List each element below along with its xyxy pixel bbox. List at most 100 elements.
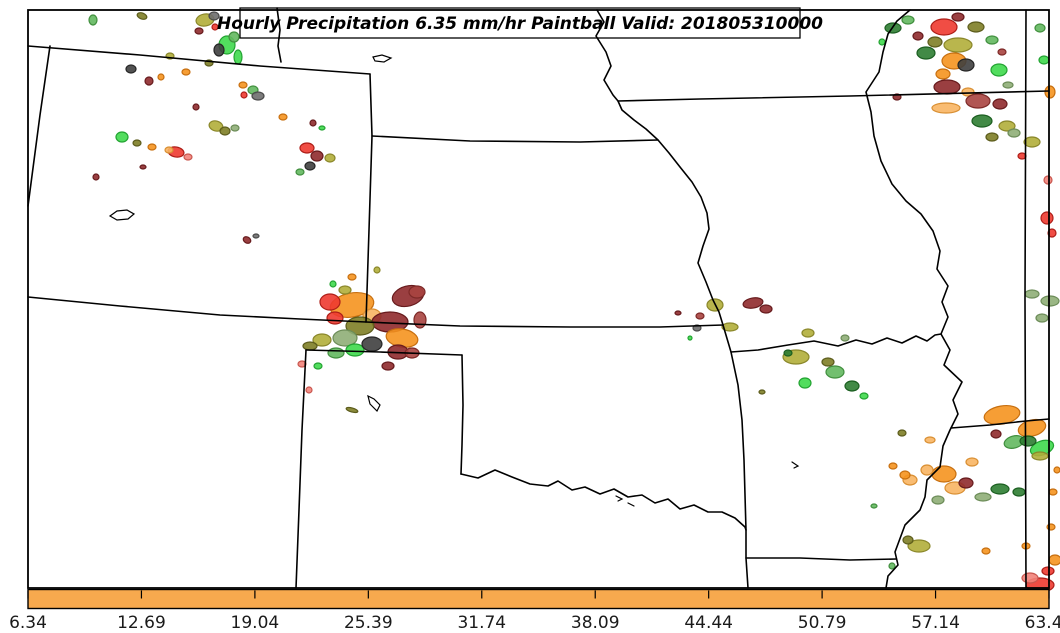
paintball-blob-maroon bbox=[933, 79, 961, 95]
colorbar: 6.34 12.69 19.04 25.39 31.74 38.09 44.44 50.79 5… bbox=[9, 588, 1060, 633]
paintball-blob-olive2 bbox=[985, 132, 999, 142]
paintball-blob-orange2 bbox=[961, 87, 975, 97]
paintball-blob-red bbox=[930, 18, 958, 36]
paintball-blob-maroon bbox=[990, 429, 1002, 439]
paintball-blobs-layer bbox=[88, 11, 1060, 593]
paintball-blob-sage bbox=[1040, 295, 1060, 307]
map-line-meridian-104w bbox=[365, 73, 373, 323]
paintball-blob-green2 bbox=[327, 347, 345, 359]
map-line-ia-mn-border bbox=[617, 90, 1050, 102]
map-line-mo-west-border bbox=[722, 324, 749, 589]
paintball-blob-orange bbox=[238, 81, 248, 89]
paintball-blob-gray2 bbox=[957, 58, 975, 72]
title-box bbox=[239, 7, 801, 39]
paintball-blob-green bbox=[878, 38, 886, 46]
paintball-blob-olive2 bbox=[897, 429, 907, 437]
map-line-nm-tx-border bbox=[295, 349, 307, 589]
paintball-blob-red2 bbox=[305, 386, 313, 394]
paintball-blob-green3 bbox=[971, 114, 993, 128]
paintball-blob-sage bbox=[1024, 289, 1040, 299]
paintball-blob-sage bbox=[840, 334, 850, 342]
paintball-blob-darkred bbox=[408, 285, 426, 299]
paintball-blob-green2 bbox=[295, 168, 305, 176]
paintball-blob-green bbox=[233, 49, 243, 65]
paintball-blob-green2 bbox=[888, 562, 896, 570]
paintball-blob-gray2 bbox=[304, 161, 316, 171]
map-line-sd-ne-border bbox=[371, 135, 659, 143]
paintball-blob-olive bbox=[1023, 136, 1041, 148]
paintball-blob-green3 bbox=[1012, 487, 1026, 497]
paintball-blob-green2 bbox=[1034, 23, 1046, 33]
lakes-layer bbox=[108, 54, 800, 507]
paintball-blob-orange2 bbox=[164, 146, 174, 154]
paintball-blob-sage bbox=[332, 329, 358, 347]
paintball-blob-orange2 bbox=[965, 457, 979, 467]
map-line-wy-west-border bbox=[27, 45, 51, 207]
paintball-blob-green bbox=[798, 377, 812, 389]
paintball-blob-orange bbox=[931, 465, 957, 483]
colorbar-ticks bbox=[27, 590, 1050, 599]
map-line-il-in-border bbox=[1024, 9, 1027, 589]
colorbar-label: 31.74 bbox=[457, 613, 506, 633]
paintball-blob-red bbox=[211, 23, 219, 31]
paintball-blob-green2 bbox=[870, 503, 878, 509]
paintball-blob-olive2 bbox=[302, 341, 318, 351]
colorbar-label: 12.69 bbox=[117, 613, 166, 633]
paintball-blob-maroon bbox=[310, 150, 324, 162]
paintball-blob-maroon bbox=[194, 27, 204, 35]
paintball-blob-orange bbox=[1048, 554, 1060, 566]
paintball-blob-green bbox=[345, 343, 365, 357]
map-line-missouri-river-upper bbox=[595, 9, 724, 326]
paintball-blob-green bbox=[115, 131, 129, 143]
colorbar-labels: 6.34 12.69 19.04 25.39 31.74 38.09 44.44 50.79 5… bbox=[9, 613, 1060, 633]
paintball-blob-orange bbox=[347, 273, 357, 281]
lake bbox=[367, 394, 381, 413]
paintball-blob-orange bbox=[935, 68, 951, 80]
paintball-blob-olive bbox=[324, 153, 336, 163]
colorbar-label: 50.79 bbox=[798, 613, 847, 633]
paintball-blob-darkred bbox=[413, 311, 427, 329]
paintball-blob-orange2 bbox=[920, 464, 934, 476]
paintball-blob-maroon bbox=[742, 297, 764, 309]
state-borders-layer bbox=[27, 7, 1050, 589]
colorbar-label: 6.34 bbox=[9, 613, 47, 633]
paintball-blob-green bbox=[859, 392, 869, 400]
paintball-blob-sage bbox=[931, 495, 945, 505]
paintball-blob-maroon bbox=[92, 173, 100, 181]
map-line-mt-wy-border bbox=[27, 45, 371, 75]
paintball-blob-green3 bbox=[1019, 435, 1037, 447]
paintball-blob-darkred bbox=[965, 93, 991, 109]
paintball-blob-maroon bbox=[674, 310, 682, 316]
paintball-blob-maroon bbox=[242, 236, 252, 244]
paintball-blob-maroon bbox=[759, 304, 773, 314]
paintball-blob-olive bbox=[998, 120, 1016, 132]
paintball-blob-maroon bbox=[992, 98, 1008, 110]
paintball-blob-gray2 bbox=[361, 336, 383, 352]
map-line-mo-ar-border bbox=[745, 557, 897, 561]
paintball-blob-orange2 bbox=[924, 436, 936, 444]
paintball-blob-orange2 bbox=[931, 102, 961, 114]
lake-mark bbox=[791, 461, 800, 469]
paintball-blob-olive2 bbox=[345, 406, 359, 414]
paintball-blob-green3 bbox=[916, 46, 936, 60]
paintball-blob-green bbox=[687, 335, 693, 341]
paintball-blob-orange bbox=[278, 113, 288, 121]
paintball-blob-orange bbox=[181, 68, 191, 76]
paintball-blob-orange bbox=[157, 73, 165, 81]
paintball-blob-olive bbox=[801, 328, 815, 338]
paintball-blob-olive2 bbox=[219, 126, 231, 136]
paintball-blob-orange bbox=[1053, 466, 1060, 474]
paintball-blob-sage bbox=[1002, 81, 1014, 89]
paintball-blob-red2 bbox=[1021, 572, 1039, 584]
paintball-blob-olive bbox=[373, 266, 381, 274]
colorbar-label: 19.04 bbox=[231, 613, 280, 633]
paintball-blob-red2 bbox=[1043, 175, 1053, 185]
paintball-blob-olive2 bbox=[132, 139, 142, 147]
paintball-blob-darkred bbox=[997, 48, 1007, 56]
map-line-tx-ok-100w bbox=[460, 354, 464, 475]
paintball-blob-orange bbox=[147, 143, 157, 151]
paintball-blob-green2 bbox=[901, 15, 915, 25]
colorbar-bar bbox=[27, 588, 1050, 610]
lake bbox=[372, 54, 393, 63]
